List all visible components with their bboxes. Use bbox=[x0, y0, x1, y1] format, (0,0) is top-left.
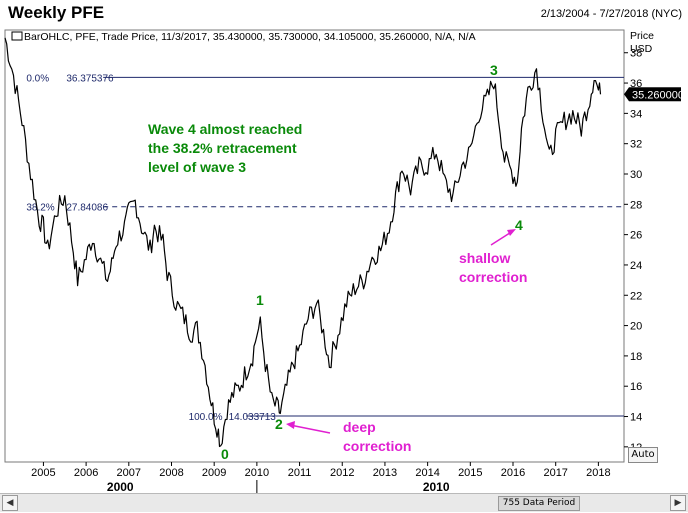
price-series-line bbox=[4, 37, 602, 448]
x-tick-label: 2007 bbox=[117, 467, 141, 479]
time-scrollbar[interactable]: ◀ 755 Data Period ▶ bbox=[0, 493, 688, 512]
wave-label-0: 0 bbox=[221, 446, 229, 462]
x-tick-label: 2014 bbox=[415, 467, 439, 479]
deep-arrowhead bbox=[286, 421, 295, 429]
fib-level-value: 27.84086 bbox=[66, 203, 108, 214]
x-tick-label: 2016 bbox=[501, 467, 525, 479]
last-price-arrow bbox=[624, 87, 629, 102]
x-tick-label: 2017 bbox=[543, 467, 567, 479]
last-price-box bbox=[629, 87, 681, 102]
annotation-line: the 38.2% retracement bbox=[148, 140, 297, 156]
annotation-line: shallow bbox=[459, 250, 510, 266]
fib-levels: 0.0% 36.375376 38.2% 27.84086 100.0% 14.03371… bbox=[26, 73, 624, 423]
wave-label-1: 1 bbox=[256, 292, 264, 308]
wave-label-4: 4 bbox=[515, 217, 523, 233]
x-tick-label: 2012 bbox=[330, 467, 354, 479]
y-tick-label: 22 bbox=[630, 290, 642, 302]
fib-level-value: 36.375376 bbox=[66, 73, 114, 84]
shallow-annotation: shallow correction bbox=[459, 229, 527, 285]
x-tick-label: 2008 bbox=[159, 467, 183, 479]
x-tick-label: 2009 bbox=[202, 467, 226, 479]
annotation-line: level of wave 3 bbox=[148, 159, 246, 175]
fib-level-value: 14.033713 bbox=[229, 412, 277, 423]
y-tick-label: 28 bbox=[630, 199, 642, 211]
y-tick-label: 34 bbox=[630, 108, 642, 120]
last-price-text: 35.260000 bbox=[632, 89, 684, 101]
wave-label-3: 3 bbox=[490, 62, 498, 78]
y-tick-label: 38 bbox=[630, 48, 642, 60]
currency-axis-label: USD bbox=[630, 43, 653, 55]
x-tick-label: 2005 bbox=[31, 467, 55, 479]
y-tick-label: 24 bbox=[630, 260, 642, 272]
chart-title: Weekly PFE bbox=[8, 3, 105, 22]
y-tick-label: 18 bbox=[630, 351, 642, 363]
legend-swatch bbox=[11, 31, 23, 41]
y-tick-label: 30 bbox=[630, 169, 642, 181]
y-tick-label: 32 bbox=[630, 139, 642, 151]
x-tick-label: 2011 bbox=[288, 467, 312, 479]
fib-level-label: 38.2% bbox=[26, 203, 54, 214]
x-tick-label: 2010 bbox=[245, 467, 269, 479]
x-tick-label: 2015 bbox=[458, 467, 482, 479]
x-tick-label: 2018 bbox=[586, 467, 610, 479]
wave-label-2: 2 bbox=[275, 416, 283, 432]
y-axis: 1214161820222426283032343638 bbox=[624, 48, 642, 454]
date-range: 2/13/2004 - 7/27/2018 (NYC) bbox=[540, 8, 682, 20]
x-tick-label: 2006 bbox=[74, 467, 98, 479]
deep-arrow bbox=[289, 424, 331, 434]
title-bar: Weekly PFE 2/13/2004 - 7/27/2018 (NYC) bbox=[0, 0, 688, 26]
scroll-left-button[interactable]: ◀ bbox=[2, 495, 18, 511]
wave4-annotation: Wave 4 almost reached the 38.2% retracem… bbox=[148, 121, 302, 175]
last-price-marker: 35.260000 bbox=[624, 87, 684, 102]
fib-level-label: 0.0% bbox=[26, 73, 49, 84]
x-axis: 2005 2006 2007 2008 2009 2010 2011 2012 2013 2014… bbox=[5, 461, 624, 493]
y-tick-label: 16 bbox=[630, 381, 642, 393]
deep-annotation: deep correction bbox=[286, 419, 411, 454]
annotation-line: correction bbox=[459, 269, 527, 285]
auto-scale-button[interactable]: Auto bbox=[628, 447, 658, 463]
y-tick-label: 20 bbox=[630, 321, 642, 333]
x-major-label: 2010 bbox=[423, 480, 450, 493]
x-major-label: 2000 bbox=[107, 480, 134, 493]
annotation-line: Wave 4 almost reached bbox=[148, 121, 302, 137]
fib-level-label: 100.0% bbox=[189, 412, 223, 423]
price-axis-label: Price bbox=[630, 30, 654, 42]
y-tick-label: 26 bbox=[630, 230, 642, 242]
legend-text: BarOHLC, PFE, Trade Price, 11/3/2017, 35… bbox=[24, 31, 476, 43]
plot-border bbox=[4, 29, 625, 463]
price-chart[interactable]: BarOHLC, PFE, Trade Price, 11/3/2017, 35… bbox=[0, 26, 688, 493]
y-tick-label: 14 bbox=[630, 412, 642, 424]
y-tick-label: 36 bbox=[630, 78, 642, 90]
scroll-thumb[interactable]: 755 Data Period bbox=[498, 496, 580, 511]
annotation-line: deep bbox=[343, 419, 376, 435]
shallow-arrowhead bbox=[507, 229, 516, 236]
scroll-right-button[interactable]: ▶ bbox=[670, 495, 686, 511]
legend: BarOHLC, PFE, Trade Price, 11/3/2017, 35… bbox=[11, 31, 476, 43]
wave-labels: 0 1 2 3 4 bbox=[221, 62, 523, 462]
x-tick-label: 2013 bbox=[373, 467, 397, 479]
annotation-line: correction bbox=[343, 438, 411, 454]
